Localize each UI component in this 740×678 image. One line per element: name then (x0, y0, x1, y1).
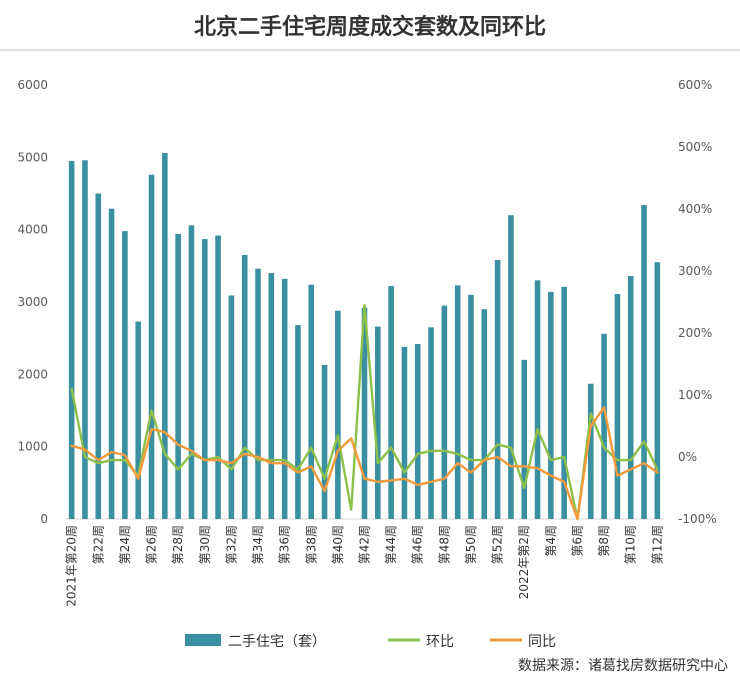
bar (654, 262, 661, 519)
bar (108, 208, 115, 519)
x-axis: 2021年第20周 第22周 第24周 第26周 第28周 第30周 第32周 第34周 第36… (65, 525, 665, 607)
x-tick-label: 第4周 (544, 525, 558, 557)
series-line-tb (70, 406, 659, 521)
bar (481, 309, 488, 519)
right-axis: -100% 0% 100% 200% 300% 400% 500% 600% (678, 78, 717, 526)
bar (614, 294, 621, 519)
bar (401, 346, 408, 519)
left-tick-label: 5000 (17, 150, 48, 164)
bar (534, 280, 541, 519)
chart-title: 北京二手住宅周度成交套数及同环比 (194, 14, 546, 40)
x-tick-label: 2022年第2周 (517, 525, 531, 599)
bar (175, 234, 181, 519)
bar (361, 307, 368, 519)
bar (601, 333, 607, 519)
bar (335, 310, 341, 519)
left-tick-label: 4000 (17, 223, 48, 237)
right-tick-label: 300% (678, 264, 712, 278)
x-tick-label: 第8周 (597, 525, 611, 557)
left-tick-label: 3000 (17, 295, 48, 309)
bar (414, 343, 421, 519)
bar (201, 239, 208, 519)
bar (281, 278, 288, 519)
legend: 二手住宅（套） 环比 同比 (185, 634, 556, 650)
right-tick-label: 500% (678, 140, 712, 154)
x-tick-label: 第28周 (171, 525, 185, 564)
legend-label-tb: 同比 (528, 634, 556, 650)
bar (454, 285, 461, 519)
bar (295, 325, 301, 519)
bar (268, 273, 275, 519)
right-tick-label: 200% (678, 326, 712, 340)
bar (494, 260, 501, 519)
bar (468, 294, 474, 519)
left-tick-label: 1000 (17, 440, 48, 454)
right-tick-label: -100% (678, 512, 717, 526)
x-tick-label: 第52周 (491, 525, 505, 564)
x-tick-label: 第12周 (650, 525, 664, 564)
bar (441, 305, 448, 519)
legend-label-hb: 环比 (426, 634, 454, 650)
bar (321, 364, 328, 519)
bar (641, 205, 647, 519)
x-tick-label: 第6周 (570, 525, 584, 557)
bar (68, 160, 75, 519)
bar (561, 286, 567, 519)
legend-label-bar: 二手住宅（套） (228, 634, 326, 650)
bar (508, 215, 514, 519)
bar (148, 174, 155, 519)
right-tick-label: 0% (678, 450, 697, 464)
bar (82, 160, 88, 520)
x-tick-label: 第24周 (118, 525, 132, 564)
bar (388, 286, 394, 519)
bar (228, 295, 235, 519)
x-tick-label: 第48周 (437, 525, 451, 564)
x-tick-label: 第42周 (358, 525, 372, 564)
x-tick-label: 第46周 (411, 525, 425, 564)
bar (241, 254, 248, 520)
x-tick-label: 第44周 (384, 525, 398, 564)
x-tick-label: 第40周 (331, 525, 345, 564)
legend-swatch-bar (185, 634, 221, 646)
left-axis: 0 1000 2000 3000 4000 5000 6000 (17, 78, 48, 526)
x-tick-label: 第38周 (304, 525, 318, 564)
right-tick-label: 600% (678, 78, 712, 92)
source-note: 数据来源：诸葛找房数据研究中心 (518, 658, 728, 674)
x-tick-label: 第34周 (251, 525, 265, 564)
bar (587, 383, 594, 519)
bar (188, 225, 195, 519)
bar (627, 275, 634, 519)
x-tick-label: 第32周 (224, 525, 238, 564)
bar (255, 268, 261, 519)
x-tick-label: 第30周 (198, 525, 212, 564)
x-tick-label: 第50周 (464, 525, 478, 564)
x-tick-label: 第36周 (278, 525, 292, 564)
right-tick-label: 400% (678, 202, 712, 216)
bar (521, 359, 528, 519)
bar (95, 193, 102, 519)
bar (548, 291, 554, 519)
bar (135, 321, 142, 519)
bar (162, 152, 168, 520)
bar (215, 235, 221, 519)
x-tick-label: 第22周 (91, 525, 105, 564)
line-series (70, 303, 659, 521)
x-tick-label: 第26周 (145, 525, 159, 564)
bar (375, 326, 381, 519)
bar-series (68, 152, 661, 520)
left-tick-label: 0 (40, 512, 48, 526)
bar (122, 231, 128, 520)
bar (428, 327, 434, 519)
right-tick-label: 100% (678, 388, 712, 402)
series-line-hb (70, 303, 659, 521)
x-tick-label: 2021年第20周 (65, 525, 79, 607)
bar (308, 284, 315, 519)
left-tick-label: 2000 (17, 367, 48, 381)
left-tick-label: 6000 (17, 78, 48, 92)
x-tick-label: 第10周 (624, 525, 638, 564)
